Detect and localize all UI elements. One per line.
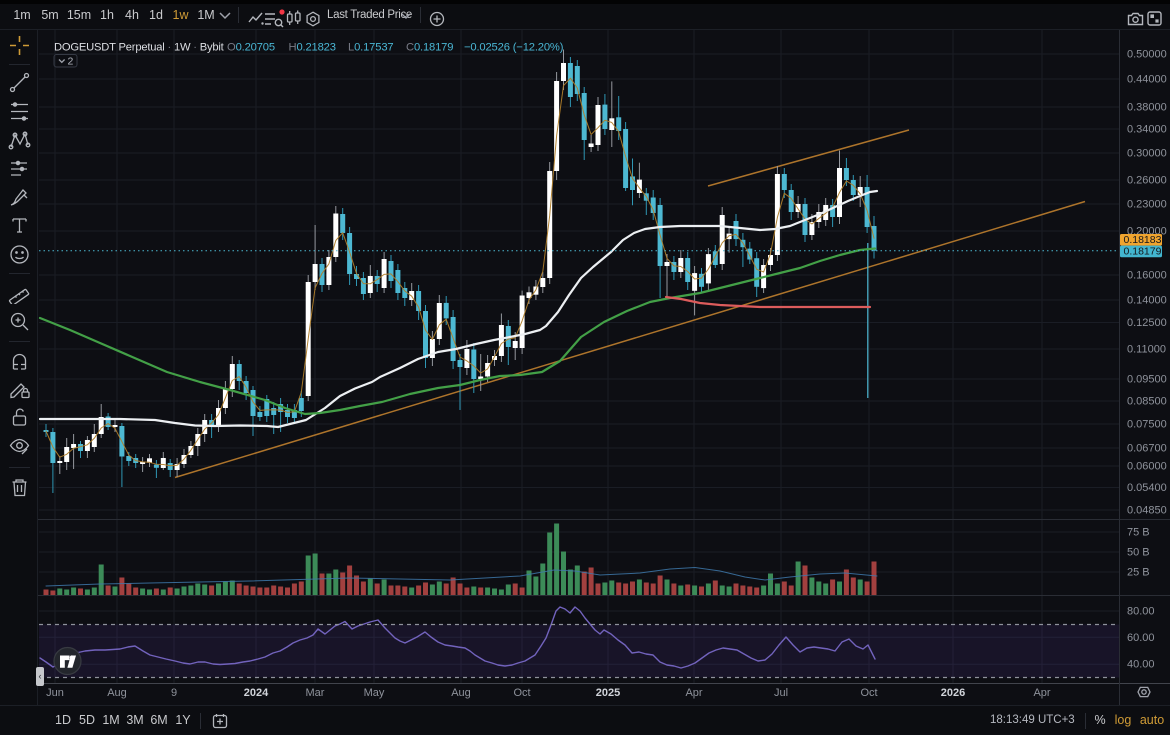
svg-text:0.34000: 0.34000 <box>1127 124 1167 136</box>
svg-text:Oct: Oct <box>513 687 530 699</box>
svg-text:0.38000: 0.38000 <box>1127 102 1167 114</box>
svg-text:2026: 2026 <box>941 687 965 699</box>
svg-text:0.44000: 0.44000 <box>1127 74 1167 86</box>
svg-text:0.30000: 0.30000 <box>1127 148 1167 160</box>
svg-text:0.04850: 0.04850 <box>1127 505 1167 517</box>
svg-text:2024: 2024 <box>244 687 269 699</box>
svg-text:0.11000: 0.11000 <box>1127 344 1166 356</box>
svg-text:0.05400: 0.05400 <box>1127 482 1167 494</box>
svg-text:0.18179: 0.18179 <box>1124 246 1162 258</box>
svg-text:0.14000: 0.14000 <box>1127 295 1167 307</box>
svg-text:O0.20705: O0.20705 <box>227 42 275 54</box>
svg-text:H0.21823: H0.21823 <box>289 42 336 54</box>
svg-text:0.16000: 0.16000 <box>1127 270 1167 282</box>
svg-text:2: 2 <box>68 56 74 68</box>
svg-text:0.06700: 0.06700 <box>1127 443 1167 455</box>
svg-text:50 B: 50 B <box>1127 547 1150 559</box>
svg-text:0.23000: 0.23000 <box>1127 199 1167 211</box>
svg-text:Mar: Mar <box>306 687 325 699</box>
svg-text:Oct: Oct <box>860 687 877 699</box>
svg-text:May: May <box>364 687 385 699</box>
svg-text:0.12500: 0.12500 <box>1127 317 1167 329</box>
svg-text:L0.17537: L0.17537 <box>348 42 393 54</box>
svg-text:25 B: 25 B <box>1127 567 1150 579</box>
svg-text:9: 9 <box>171 687 177 699</box>
svg-text:0.50000: 0.50000 <box>1127 49 1167 61</box>
svg-text:−0.02526 (−12.20%): −0.02526 (−12.20%) <box>464 42 564 54</box>
svg-text:0.06000: 0.06000 <box>1127 461 1167 473</box>
svg-text:0.18183: 0.18183 <box>1124 234 1162 246</box>
svg-text:Jun: Jun <box>46 687 64 699</box>
svg-text:0.08500: 0.08500 <box>1127 396 1167 408</box>
svg-text:Aug: Aug <box>451 687 471 699</box>
svg-text:C0.18179: C0.18179 <box>406 42 453 54</box>
svg-text:80.00: 80.00 <box>1127 606 1155 618</box>
svg-text:75 B: 75 B <box>1127 527 1150 539</box>
svg-text:DOGEUSDT Perpetual · 1W · Bybi: DOGEUSDT Perpetual · 1W · Bybit <box>54 42 225 54</box>
svg-text:Aug: Aug <box>107 687 127 699</box>
svg-text:0.09500: 0.09500 <box>1127 374 1167 386</box>
svg-text:60.00: 60.00 <box>1127 632 1155 644</box>
svg-text:0.07500: 0.07500 <box>1127 419 1167 431</box>
svg-text:Apr: Apr <box>1033 687 1050 699</box>
svg-text:40.00: 40.00 <box>1127 659 1155 671</box>
svg-text:Apr: Apr <box>685 687 702 699</box>
svg-text:Jul: Jul <box>774 687 788 699</box>
svg-text:0.26000: 0.26000 <box>1127 175 1167 187</box>
svg-text:2025: 2025 <box>596 687 620 699</box>
